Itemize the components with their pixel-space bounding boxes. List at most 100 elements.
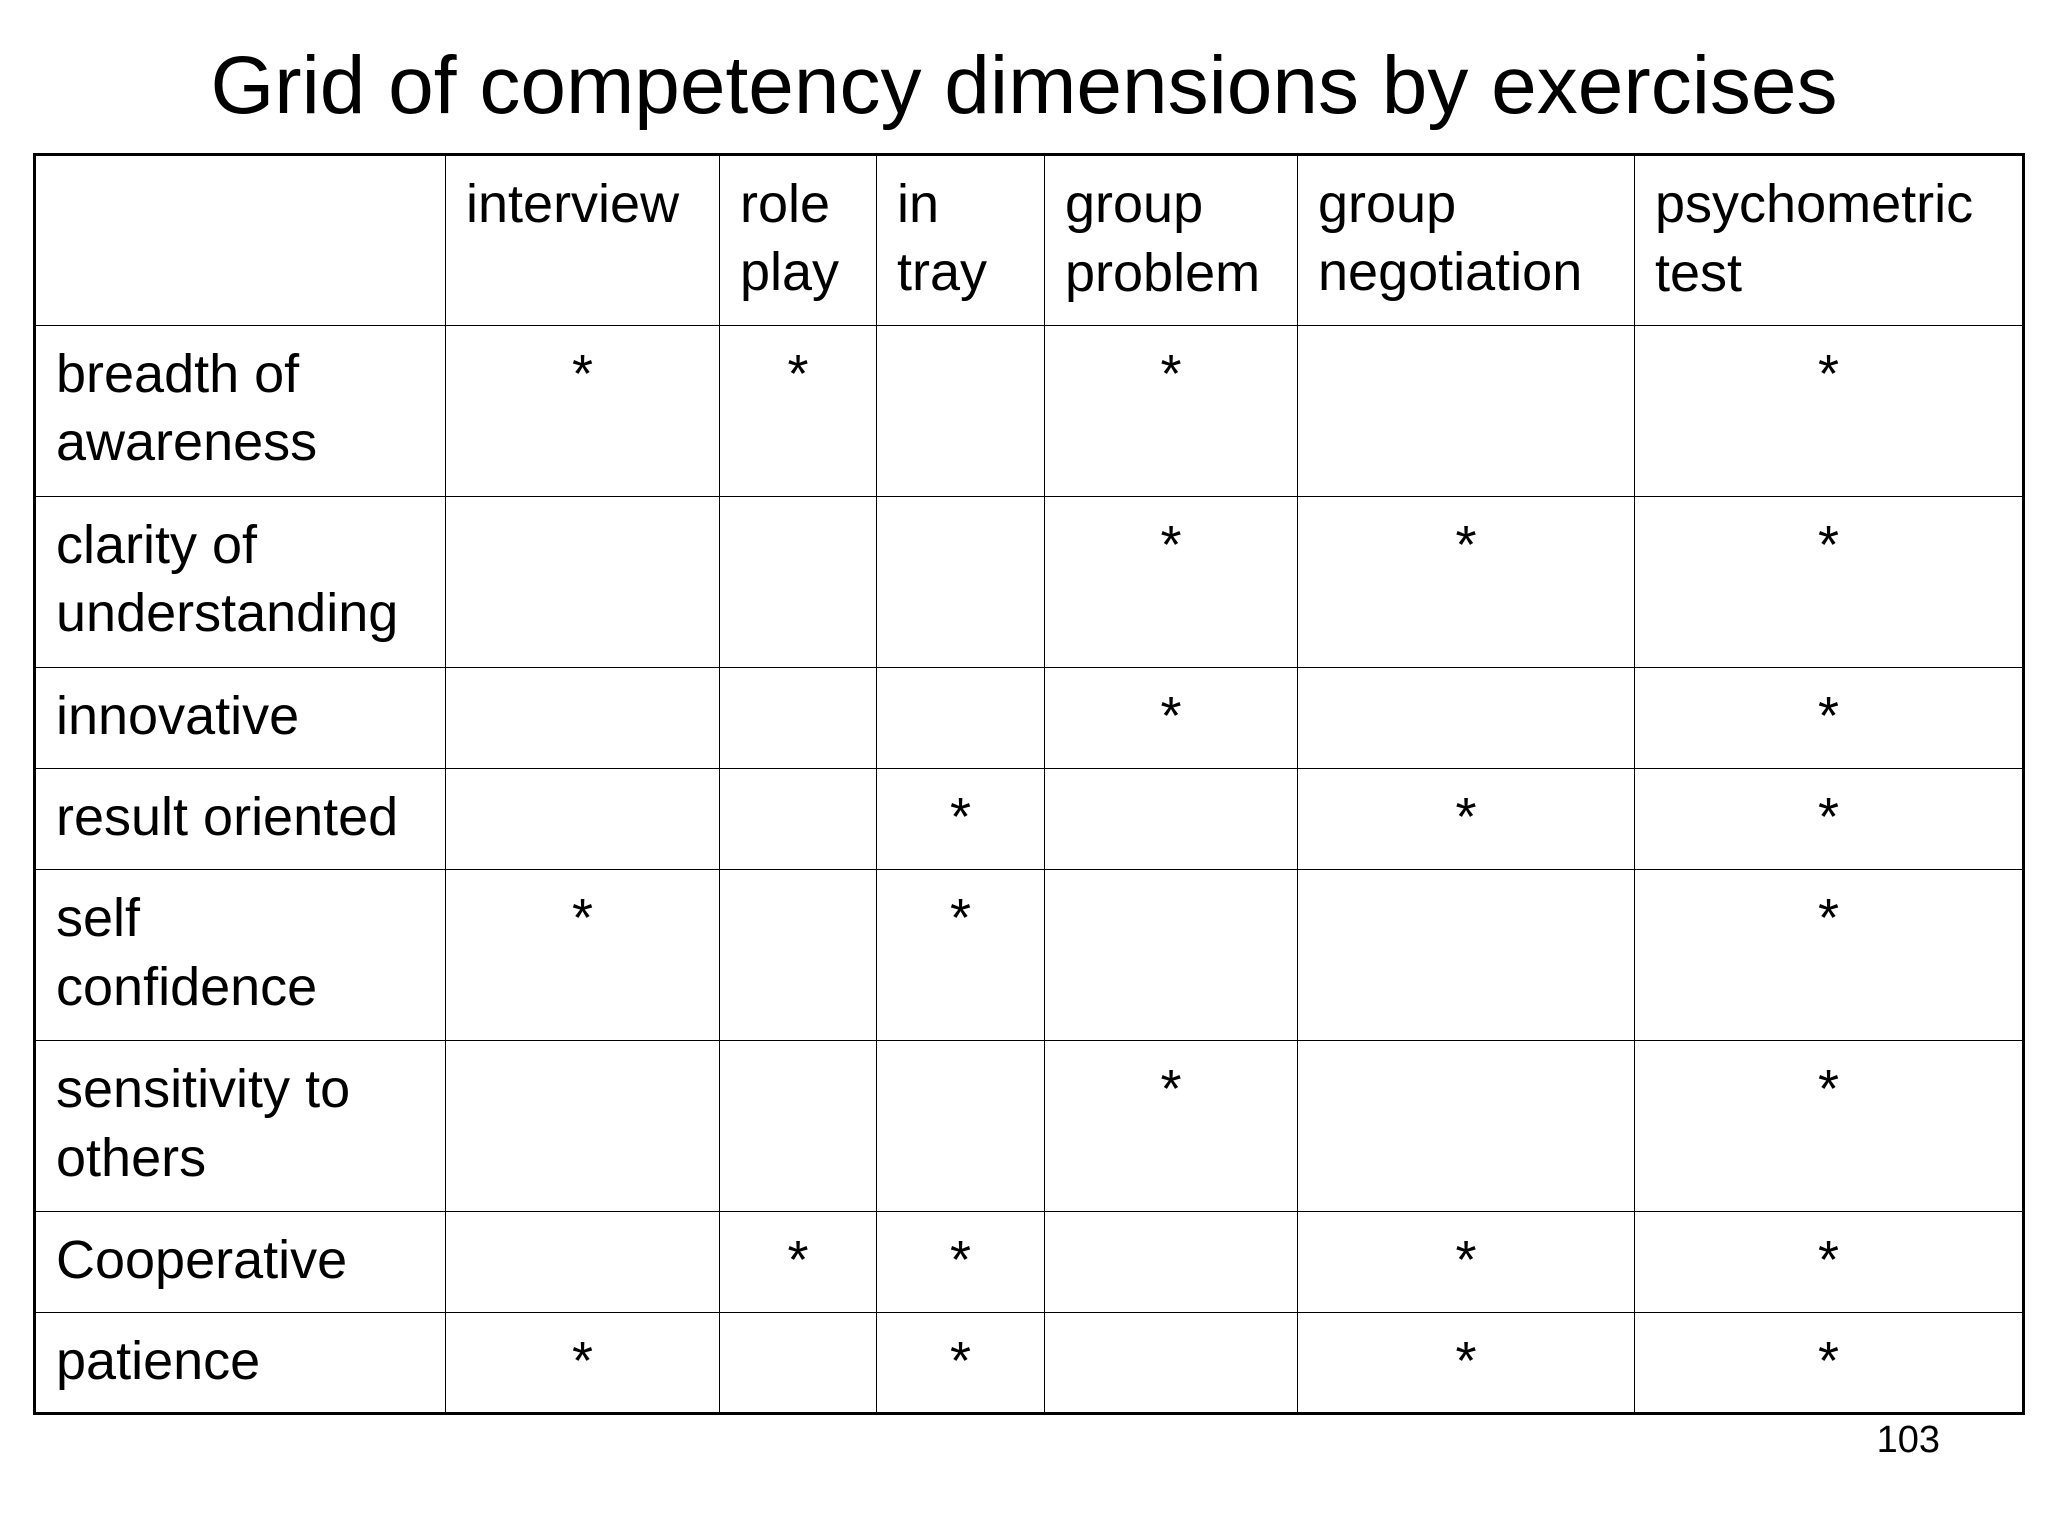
column-header-line: in <box>897 174 940 234</box>
competency-grid: interview role play in tray group proble… <box>33 153 2025 1415</box>
competency-mark: * <box>949 1331 971 1391</box>
grid-cell: * <box>876 869 1045 1041</box>
column-header-in-tray: in tray <box>876 154 1045 326</box>
competency-mark: * <box>1817 686 1839 746</box>
grid-cell <box>719 768 877 870</box>
competency-mark: * <box>1817 1331 1839 1391</box>
table-row: self confidence * * * <box>34 869 2024 1041</box>
competency-mark: * <box>1817 888 1839 948</box>
column-header-line: negotiation <box>1318 242 1583 302</box>
competency-mark: * <box>1455 787 1477 847</box>
grid-cell <box>1044 1312 1298 1414</box>
grid-cell <box>1297 869 1635 1041</box>
row-header-sensitivity-to-others: sensitivity to others <box>34 1040 446 1212</box>
row-header-clarity-of-understanding: clarity of understanding <box>34 496 446 668</box>
table-row: breadth of awareness * * * * <box>34 325 2024 497</box>
row-header-patience: patience <box>34 1312 446 1414</box>
grid-cell <box>1044 1211 1298 1313</box>
grid-cell <box>445 768 720 870</box>
competency-mark: * <box>571 1331 593 1391</box>
grid-cell: * <box>445 869 720 1041</box>
column-header-interview: interview <box>445 154 720 326</box>
grid-cell: * <box>1297 496 1635 668</box>
column-header-line: interview <box>466 174 680 234</box>
table-row: patience * * * * <box>34 1312 2024 1414</box>
grid-cell <box>445 667 720 769</box>
table-row: clarity of understanding * * * <box>34 496 2024 668</box>
grid-cell <box>876 325 1045 497</box>
row-header-line: result oriented <box>56 787 399 847</box>
grid-cell: * <box>1634 1040 2024 1212</box>
competency-mark: * <box>787 344 809 404</box>
row-header-line: sensitivity to <box>56 1059 351 1119</box>
row-header-breadth-of-awareness: breadth of awareness <box>34 325 446 497</box>
header-row: interview role play in tray group proble… <box>34 154 2024 326</box>
grid-cell <box>876 667 1045 769</box>
competency-mark: * <box>787 1230 809 1290</box>
row-header-line: others <box>56 1128 207 1188</box>
grid-cell: * <box>876 768 1045 870</box>
row-header-line: innovative <box>56 686 300 746</box>
competency-mark: * <box>949 888 971 948</box>
row-header-cooperative: Cooperative <box>34 1211 446 1313</box>
competency-mark: * <box>1817 1230 1839 1290</box>
grid-cell <box>719 869 877 1041</box>
column-header-line: tray <box>897 242 988 302</box>
competency-mark: * <box>1817 1059 1839 1119</box>
column-header-line: group <box>1065 174 1204 234</box>
grid-cell: * <box>1044 667 1298 769</box>
competency-mark: * <box>1160 344 1182 404</box>
grid-cell <box>1297 325 1635 497</box>
competency-mark: * <box>571 344 593 404</box>
grid-cell: * <box>1634 667 2024 769</box>
table-row: Cooperative * * * * <box>34 1211 2024 1313</box>
row-header-result-oriented: result oriented <box>34 768 446 870</box>
grid-cell: * <box>1634 768 2024 870</box>
grid-cell: * <box>876 1211 1045 1313</box>
grid-cell: * <box>1297 1211 1635 1313</box>
row-header-line: patience <box>56 1331 261 1391</box>
column-header-line: role <box>740 174 831 234</box>
grid-cell <box>719 667 877 769</box>
grid-cell <box>445 1040 720 1212</box>
column-header-group-negotiation: group negotiation <box>1297 154 1635 326</box>
competency-mark: * <box>571 888 593 948</box>
competency-mark: * <box>949 787 971 847</box>
grid-cell: * <box>876 1312 1045 1414</box>
column-header-role-play: role play <box>719 154 877 326</box>
table-row: sensitivity to others * * <box>34 1040 2024 1212</box>
grid-cell: * <box>1297 768 1635 870</box>
page-number: 103 <box>1876 1419 1940 1461</box>
row-header-line: clarity of <box>56 515 258 575</box>
row-header-line: Cooperative <box>56 1230 348 1290</box>
column-header-psychometric-test: psychometric test <box>1634 154 2024 326</box>
grid-cell: * <box>1634 1312 2024 1414</box>
column-header-line: test <box>1655 243 1743 303</box>
grid-cell <box>445 1211 720 1313</box>
competency-mark: * <box>1455 1230 1477 1290</box>
slide-title: Grid of competency dimensions by exercis… <box>210 40 1838 131</box>
grid-cell <box>876 1040 1045 1212</box>
grid-cell <box>1044 768 1298 870</box>
grid-cell: * <box>1634 1211 2024 1313</box>
column-header-line: group <box>1318 174 1457 234</box>
competency-mark: * <box>1160 1059 1182 1119</box>
row-header-line: confidence <box>56 957 318 1017</box>
grid-cell <box>719 1040 877 1212</box>
grid-cell <box>445 496 720 668</box>
grid-cell <box>1297 667 1635 769</box>
competency-mark: * <box>1817 787 1839 847</box>
grid-cell: * <box>719 1211 877 1313</box>
column-header-group-problem: group problem <box>1044 154 1298 326</box>
grid-body: breadth of awareness * * * * clarity of … <box>34 325 2024 1414</box>
row-header-line: self <box>56 888 141 948</box>
grid-cell <box>1297 1040 1635 1212</box>
grid-cell: * <box>1044 496 1298 668</box>
grid-cell: * <box>445 1312 720 1414</box>
column-header-line: play <box>740 242 840 302</box>
row-header-line: understanding <box>56 583 399 643</box>
grid-cell <box>719 1312 877 1414</box>
row-header-line: breadth of <box>56 344 300 404</box>
competency-mark: * <box>949 1230 971 1290</box>
competency-mark: * <box>1455 1331 1477 1391</box>
